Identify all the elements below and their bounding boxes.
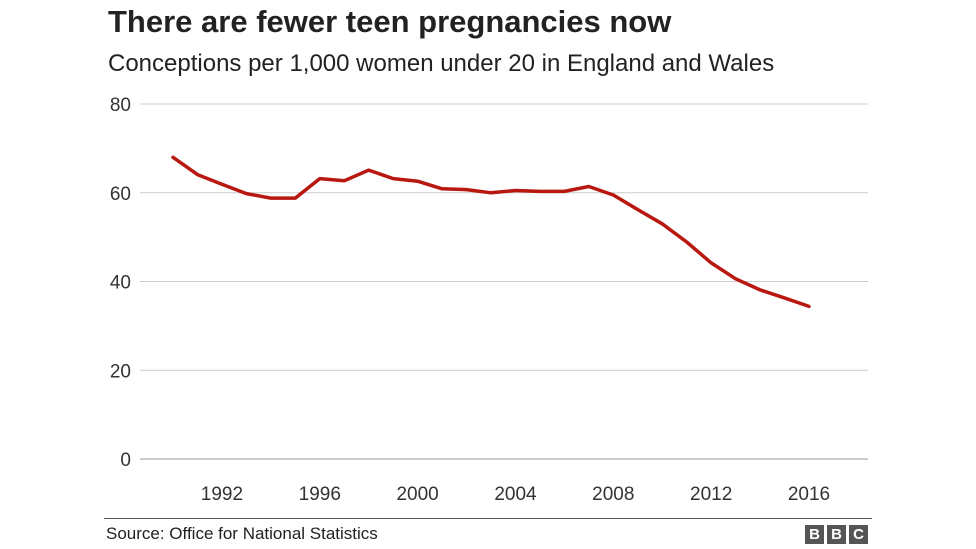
y-tick-label: 80 (110, 95, 131, 116)
footer-divider (104, 518, 872, 519)
x-tick-label: 1996 (299, 484, 341, 505)
y-axis-ticks: 0 20 40 60 80 (110, 95, 131, 471)
chart-subtitle: Conceptions per 1,000 women under 20 in … (108, 50, 775, 77)
bbc-logo-letter: C (849, 525, 868, 544)
y-tick-label: 40 (110, 273, 131, 294)
y-tick-label: 60 (110, 184, 131, 205)
series-layer (171, 155, 811, 309)
x-axis-ticks: 1992 1996 2000 2004 2008 2012 2016 (201, 484, 830, 505)
x-tick-label: 2016 (788, 484, 830, 505)
x-tick-label: 2004 (494, 484, 537, 505)
x-tick-label: 2008 (592, 484, 634, 505)
chart-title: There are fewer teen pregnancies now (108, 4, 672, 39)
bbc-logo: B B C (805, 525, 868, 544)
x-tick-label: 1992 (201, 484, 243, 505)
x-tick-label: 2012 (690, 484, 732, 505)
gridlines (140, 103, 868, 460)
y-tick-label: 20 (110, 361, 131, 382)
y-tick-label: 0 (120, 450, 131, 471)
source-note: Source: Office for National Statistics (106, 524, 378, 543)
bbc-logo-letter: B (827, 525, 846, 544)
series-line (171, 155, 811, 309)
bbc-logo-letter: B (805, 525, 824, 544)
x-tick-label: 2000 (396, 484, 438, 505)
